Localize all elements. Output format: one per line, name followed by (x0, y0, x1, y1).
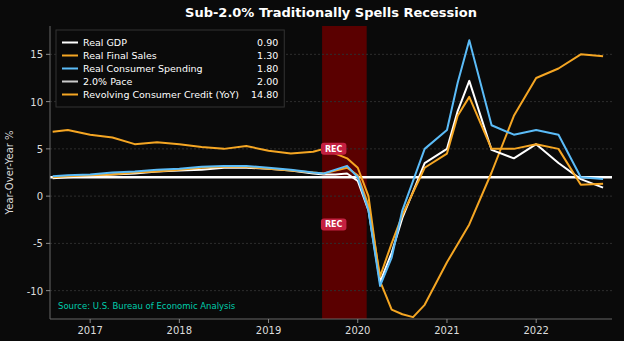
x-tick-label: 2022 (523, 325, 548, 336)
y-tick (46, 54, 50, 55)
y-tick-label: -5 (33, 238, 43, 249)
x-tick-label: 2019 (256, 325, 281, 336)
y-axis-label: Year-Over-Year % (4, 130, 15, 215)
legend-swatch (62, 55, 78, 57)
series-line (53, 97, 603, 277)
y-tick-label: 10 (30, 97, 43, 108)
x-tick-label: 2018 (167, 325, 192, 336)
y-tick (46, 243, 50, 244)
grid-line (50, 196, 612, 197)
legend: Real GDP 0.90 Real Final Sales 1.30 Real Con… (56, 30, 284, 107)
legend-label: Real GDP (83, 37, 127, 48)
legend-label: Real Consumer Spending (83, 63, 203, 74)
series-line (53, 81, 603, 282)
y-tick (46, 290, 50, 291)
source-text: Source: U.S. Bureau of Economic Analysis (58, 301, 236, 311)
legend-value: 0.90 (257, 37, 278, 48)
y-tick-label: 5 (37, 144, 43, 155)
x-tick (536, 319, 537, 323)
y-tick-label: 0 (37, 191, 43, 202)
chart: -10 -5 0 5 10 15 2017 2018 2019 2020 2021 2022 Sub-2… (0, 0, 624, 341)
x-tick (179, 319, 180, 323)
title: Sub-2.0% Traditionally Spells Recession (185, 5, 477, 20)
rec-badge-box (321, 218, 347, 230)
legend-swatch (62, 94, 78, 96)
legend-value: 1.30 (257, 50, 278, 61)
x-tick (446, 319, 447, 323)
x-tick (268, 319, 269, 323)
rec-badge: REC (321, 218, 347, 230)
x-tick-label: 2017 (77, 325, 102, 336)
grid-line (50, 290, 612, 291)
y-axis (50, 26, 51, 319)
y-tick-label: -10 (27, 286, 43, 297)
legend-swatch (62, 42, 78, 44)
grid-line (50, 243, 612, 244)
series-line (53, 54, 603, 317)
x-tick-label: 2021 (434, 325, 459, 336)
legend-label: 2.0% Pace (83, 76, 133, 87)
x-tick (90, 319, 91, 323)
pace-line (50, 176, 612, 179)
legend-label: Real Final Sales (83, 50, 157, 61)
legend-value: 1.80 (257, 63, 278, 74)
y-tick (46, 196, 50, 197)
rec-badge-text: REC (325, 145, 343, 154)
legend-value: 2.00 (257, 76, 278, 87)
rec-badge: REC (321, 143, 347, 155)
rec-badge-text: REC (325, 220, 343, 229)
legend-swatch (62, 81, 78, 83)
plot-area (50, 26, 612, 319)
x-tick (357, 319, 358, 323)
legend-value: 14.80 (251, 89, 278, 100)
legend-box (56, 30, 284, 107)
x-axis (50, 319, 612, 320)
y-tick (46, 148, 50, 149)
y-tick-label: 15 (30, 49, 43, 60)
x-tick-label: 2020 (345, 325, 370, 336)
rec-badge-box (321, 143, 347, 155)
legend-swatch (62, 68, 78, 70)
background (0, 0, 624, 341)
legend-label: Revolving Consumer Credit (YoY) (83, 89, 239, 100)
y-tick (46, 101, 50, 102)
